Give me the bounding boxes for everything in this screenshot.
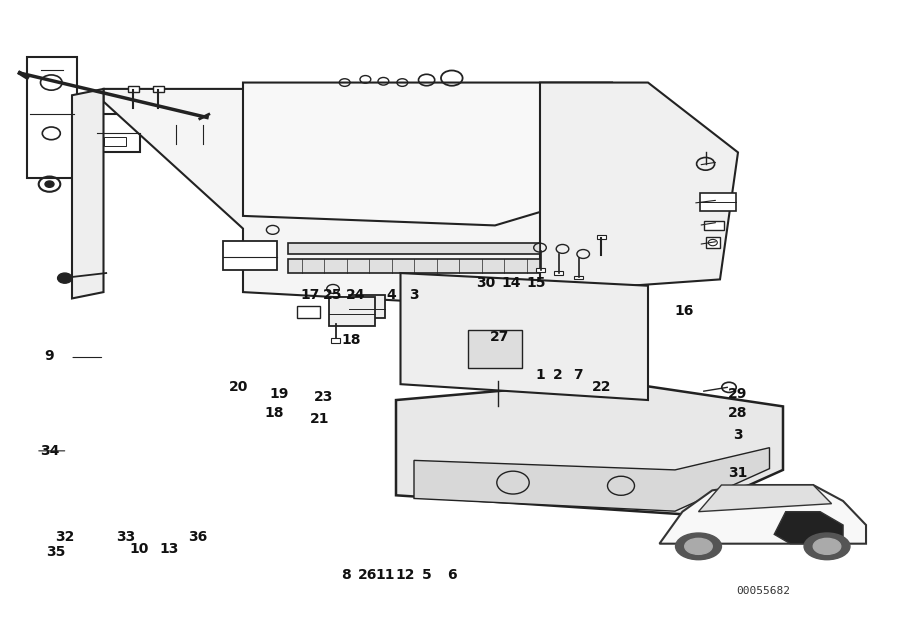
Polygon shape (243, 83, 612, 225)
Text: 33: 33 (116, 530, 136, 544)
Text: 24: 24 (346, 288, 365, 302)
Bar (288, 243, 540, 254)
Polygon shape (396, 381, 783, 514)
Text: 20: 20 (229, 380, 248, 394)
Text: 7: 7 (573, 368, 582, 382)
Text: 19: 19 (269, 387, 289, 401)
Polygon shape (400, 273, 648, 400)
Text: 32: 32 (55, 530, 75, 544)
Text: 25: 25 (323, 288, 343, 302)
Text: 14: 14 (501, 276, 521, 290)
Text: 26: 26 (357, 568, 377, 582)
Text: 1: 1 (536, 368, 544, 382)
Text: 30: 30 (476, 276, 496, 290)
Polygon shape (414, 448, 770, 511)
Text: 16: 16 (674, 304, 694, 318)
Circle shape (58, 273, 72, 283)
Text: 36: 36 (188, 530, 208, 544)
Text: 12: 12 (395, 568, 415, 582)
Text: 27: 27 (490, 330, 509, 344)
Bar (554, 271, 563, 275)
Text: 31: 31 (728, 466, 748, 480)
Text: 15: 15 (526, 276, 546, 290)
Text: 22: 22 (591, 380, 611, 394)
Bar (704, 221, 724, 230)
Text: 8: 8 (342, 568, 351, 582)
Bar (349, 295, 385, 318)
Bar (27, 57, 76, 178)
Text: 3: 3 (410, 288, 418, 302)
Polygon shape (72, 89, 104, 298)
Text: 21: 21 (310, 412, 329, 426)
Bar (128, 86, 139, 92)
Bar (223, 241, 277, 270)
Bar (104, 137, 126, 146)
Polygon shape (540, 83, 738, 292)
Bar (468, 330, 522, 368)
Text: 28: 28 (728, 406, 748, 420)
Polygon shape (104, 89, 648, 305)
Text: 17: 17 (301, 288, 320, 302)
Bar (597, 235, 606, 239)
Bar (297, 306, 320, 318)
Text: 3: 3 (734, 428, 742, 442)
Text: 18: 18 (265, 406, 284, 420)
Text: 35: 35 (46, 545, 66, 559)
Bar (153, 86, 164, 92)
Bar (331, 338, 340, 343)
Text: 18: 18 (341, 333, 361, 347)
Text: 11: 11 (375, 568, 395, 582)
Text: 23: 23 (314, 390, 334, 404)
Bar (165, 125, 214, 144)
Bar (574, 276, 583, 279)
Text: 2: 2 (554, 368, 562, 382)
Text: 9: 9 (45, 349, 54, 363)
Bar (536, 268, 545, 272)
Bar (328, 297, 375, 326)
Bar (97, 114, 140, 152)
Bar (484, 297, 500, 305)
Bar (706, 237, 720, 248)
Text: 13: 13 (159, 542, 179, 556)
Text: 6: 6 (447, 568, 456, 582)
Text: 29: 29 (728, 387, 748, 401)
Bar (700, 193, 736, 211)
Bar (288, 259, 540, 273)
Text: 5: 5 (422, 568, 431, 582)
Text: 4: 4 (387, 288, 396, 302)
Text: 10: 10 (130, 542, 149, 556)
Circle shape (45, 181, 54, 187)
Text: 34: 34 (40, 444, 59, 458)
Text: 00055682: 00055682 (736, 586, 790, 596)
